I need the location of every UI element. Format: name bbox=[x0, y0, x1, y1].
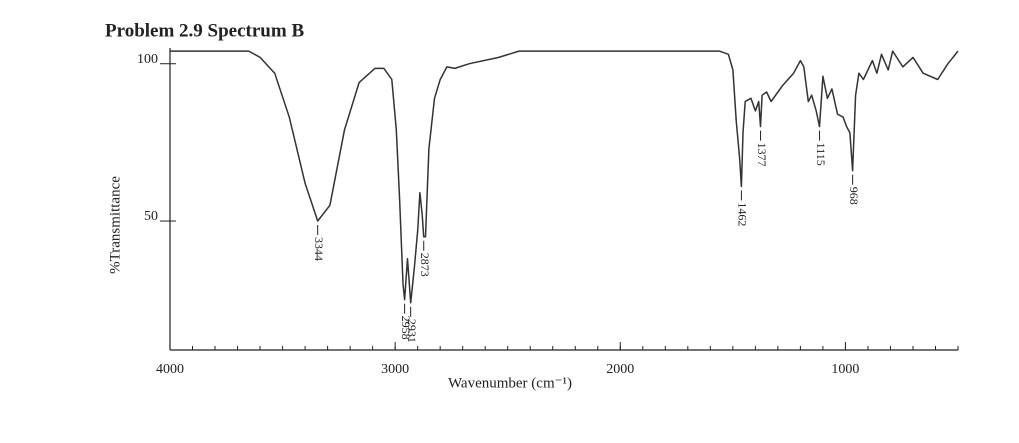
peak-label: 2931 bbox=[405, 319, 419, 343]
x-tick-label: 2000 bbox=[606, 362, 634, 377]
peak-label: 1462 bbox=[736, 202, 750, 226]
x-axis-label: Wavenumber (cm⁻¹) bbox=[448, 375, 572, 391]
peak-label: 968 bbox=[847, 187, 861, 205]
y-tick-label: 50 bbox=[144, 209, 158, 224]
x-tick-label: 3000 bbox=[381, 362, 409, 377]
peak-label: 2873 bbox=[418, 253, 432, 277]
peak-label: 2958 bbox=[399, 316, 413, 340]
peak-label: 1115 bbox=[814, 143, 828, 166]
y-tick-label: 100 bbox=[137, 52, 158, 67]
x-tick-label: 1000 bbox=[831, 362, 859, 377]
peak-label: 1377 bbox=[755, 143, 769, 167]
spectrum-line bbox=[170, 50, 959, 304]
peak-label: 3344 bbox=[312, 237, 326, 261]
chart-title: Problem 2.9 Spectrum B bbox=[105, 20, 304, 41]
y-axis-label: %Transmittance bbox=[107, 176, 123, 274]
x-tick-label: 4000 bbox=[156, 362, 184, 377]
